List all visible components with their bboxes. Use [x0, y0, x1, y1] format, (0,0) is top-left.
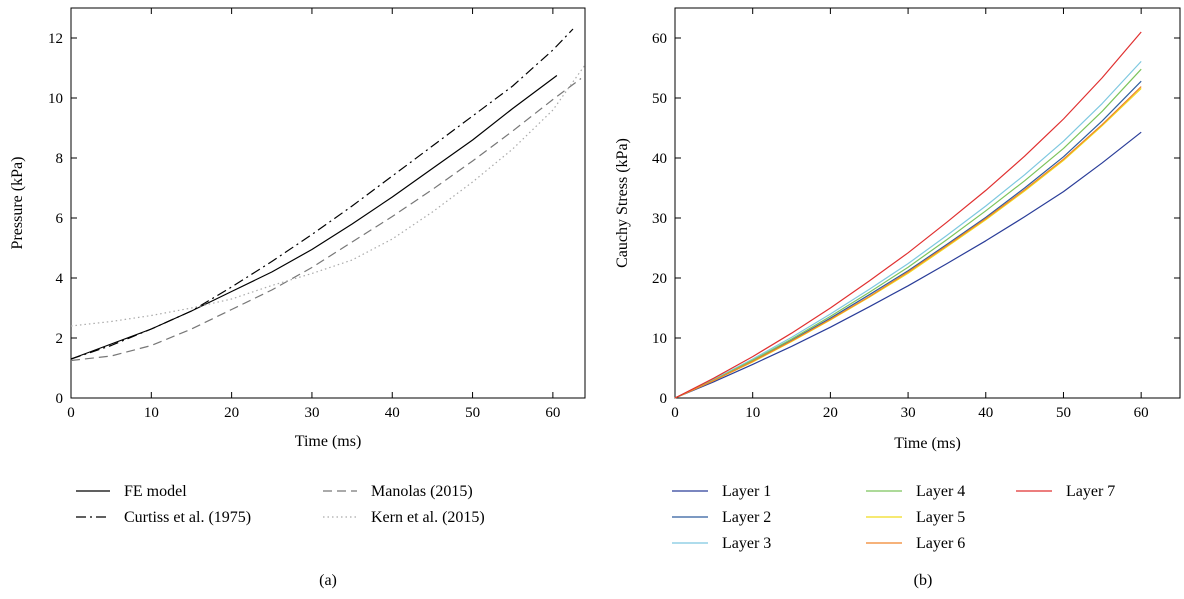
x-tick-label: 30: [901, 405, 916, 421]
x-tick-label: 50: [1056, 405, 1071, 421]
legend-label: Layer 7: [1066, 483, 1115, 500]
x-tick-label: 10: [745, 405, 760, 421]
legend-label: FE model: [124, 483, 187, 500]
x-tick-label: 30: [304, 405, 319, 421]
series-line-1: [70, 75, 558, 360]
x-tick-label: 20: [823, 405, 838, 421]
y-tick-label: 20: [652, 271, 667, 287]
legend-label: Layer 6: [916, 535, 965, 552]
series-line-3: [674, 60, 1142, 399]
y-axis-label: Pressure (kPa): [9, 157, 26, 250]
y-tick-label: 12: [48, 31, 63, 47]
x-tick-label: 0: [671, 405, 679, 421]
series-line-4: [674, 68, 1142, 399]
x-tick-label: 0: [67, 405, 75, 421]
x-tick-label: 50: [465, 405, 480, 421]
legend-label: Manolas (2015): [371, 483, 473, 500]
y-tick-label: 40: [652, 151, 667, 167]
y-tick-label: 50: [652, 91, 667, 107]
legend-label: Layer 4: [916, 483, 965, 500]
x-axis-label: Time (ms): [295, 433, 362, 450]
x-tick-label: 40: [385, 405, 400, 421]
y-tick-label: 8: [56, 151, 64, 167]
y-tick-label: 0: [660, 391, 668, 407]
legend-label: Layer 5: [916, 509, 965, 526]
legend-label: Layer 2: [722, 509, 771, 526]
x-tick-label: 40: [978, 405, 993, 421]
plot-frame: [674, 7, 1181, 399]
x-tick-label: 10: [144, 405, 159, 421]
series-line-5: [674, 87, 1142, 399]
series-line-1: [674, 131, 1142, 399]
y-tick-label: 4: [56, 271, 64, 287]
series-line-2: [70, 28, 574, 360]
panel-label: (b): [914, 572, 933, 589]
y-tick-label: 30: [652, 211, 667, 227]
panel-label: (a): [319, 572, 337, 589]
x-tick-label: 20: [224, 405, 239, 421]
legend-label: Layer 3: [722, 535, 771, 552]
y-tick-label: 60: [652, 31, 667, 47]
x-tick-label: 60: [545, 405, 560, 421]
legend-label: Kern et al. (2015): [371, 509, 485, 526]
y-tick-label: 10: [48, 91, 63, 107]
series-line-7: [674, 31, 1142, 399]
y-tick-label: 2: [56, 331, 64, 347]
y-tick-label: 0: [56, 391, 64, 407]
chart-panel-b: 0 10 20 30 40 50 60 0 10 20 30 40 50 60 Time (ms) Cauch…: [614, 7, 1181, 589]
y-tick-label: 10: [652, 331, 667, 347]
series-line-3: [70, 78, 582, 362]
plot-frame: [70, 7, 586, 399]
series-line-2: [674, 80, 1142, 399]
legend-label: Curtiss et al. (1975): [124, 509, 251, 526]
chart-panel-a: 0 10 20 30 40 50 60 0 2 4 6 8 10 12 Time (ms) Pressure …: [9, 7, 586, 589]
y-tick-label: 6: [56, 211, 64, 227]
x-axis-label: Time (ms): [894, 435, 961, 452]
x-tick-label: 60: [1134, 405, 1149, 421]
series-line-6: [674, 86, 1142, 399]
legend-label: Layer 1: [722, 483, 771, 500]
y-axis-label: Cauchy Stress (kPa): [614, 138, 631, 268]
series-line-4: [70, 64, 586, 327]
